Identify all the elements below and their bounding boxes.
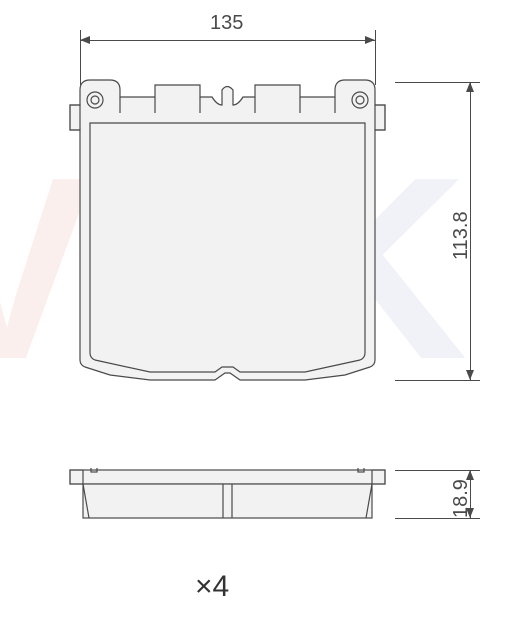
dim-thickness-arrow-down: [466, 508, 474, 518]
dim-thickness-ext-bot: [395, 518, 480, 519]
dim-width-label: 135: [210, 12, 243, 35]
dim-height-line: [470, 82, 471, 380]
dim-thickness-arrow-up: [466, 470, 474, 480]
dim-height-arrow-down: [466, 370, 474, 380]
brake-pad-front-view: [55, 75, 400, 390]
dim-height-ext-top: [395, 82, 480, 83]
dim-height-ext-bot: [395, 380, 480, 381]
dim-width-line: [80, 40, 375, 41]
dim-width-arrow-left: [80, 36, 90, 44]
brake-pad-side-view: [55, 468, 400, 523]
dim-width-arrow-right: [365, 36, 375, 44]
quantity-label: ×4: [195, 570, 229, 604]
dim-height-arrow-up: [466, 82, 474, 92]
dim-thickness-ext-top: [395, 470, 480, 471]
